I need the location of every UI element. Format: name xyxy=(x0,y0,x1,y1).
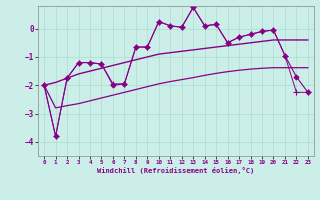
X-axis label: Windchill (Refroidissement éolien,°C): Windchill (Refroidissement éolien,°C) xyxy=(97,167,255,174)
